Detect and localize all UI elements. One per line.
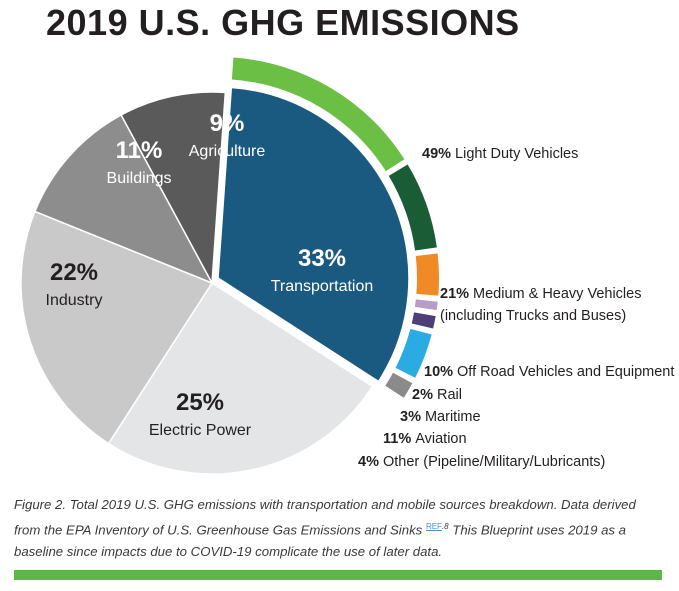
breakdown-pct: 10% [424, 364, 453, 380]
pie-pct-electric-power: 25% [176, 389, 224, 416]
ring-segment-maritime [411, 312, 436, 329]
ring-segment-rail [414, 299, 438, 311]
pie-slice-electric-power [107, 281, 374, 475]
figure-caption: Figure 2. Total 2019 U.S. GHG emissions … [14, 494, 664, 563]
transportation-breakdown-ring [231, 57, 440, 398]
breakdown-label-rail: 2% Rail [412, 387, 462, 403]
pie-label-electric-power: Electric Power [149, 422, 252, 439]
breakdown-label-other-pipeline-military-lubricants: 4% Other (Pipeline/Military/Lubricants) [358, 454, 605, 470]
pie-pct-buildings: 11% [116, 137, 163, 164]
ring-segment-medium-heavy-vehicles [388, 164, 437, 251]
breakdown-label-light-duty-vehicles: 49% Light Duty Vehicles [422, 146, 578, 162]
ring-segment-other-pipeline-military-lubricants [385, 372, 413, 398]
pie-slice-buildings [33, 113, 214, 285]
caption-text-continued: This Blueprint uses 2019 as a baseline s… [14, 522, 627, 560]
breakdown-sublabel-medium-heavy-vehicles: (including Trucks and Buses) [440, 308, 626, 324]
pie-label-transportation: Transportation [271, 278, 374, 295]
pie-pct-transportation: 33% [298, 245, 346, 272]
breakdown-label-medium-heavy-vehicles: 21% Medium & Heavy Vehicles [440, 286, 641, 302]
main-pie-labels: 33% Transportation 25% Electric Power 22% Ind… [46, 110, 374, 439]
breakdown-name: Light Duty Vehicles [455, 146, 578, 162]
pie-pct-agriculture: 9% [210, 110, 245, 137]
breakdown-label-off-road-vehicles-and-equipment: 10% Off Road Vehicles and Equipment [424, 364, 674, 380]
ring-segment-aviation [395, 328, 432, 378]
breakdown-name: Aviation [415, 431, 466, 447]
pie-slice-industry [20, 210, 214, 445]
breakdown-pct: 3% [400, 409, 421, 425]
page-title: 2019 U.S. GHG EMISSIONS [46, 2, 520, 43]
breakdown-pct: 21% [440, 286, 469, 302]
breakdown-name: Rail [437, 387, 462, 403]
pie-pct-industry: 22% [50, 259, 98, 286]
pie-label-industry: Industry [46, 292, 103, 309]
breakdown-name: Other (Pipeline/Military/Lubricants) [383, 454, 605, 470]
breakdown-name: Off Road Vehicles and Equipment [457, 364, 674, 380]
pie-slice-agriculture [120, 91, 227, 286]
pie-label-agriculture: Agriculture [189, 143, 266, 160]
breakdown-pct: 4% [358, 454, 379, 470]
main-pie [20, 86, 410, 475]
breakdown-pct: 11% [383, 431, 411, 447]
breakdown-pct: 49% [422, 146, 451, 162]
ring-segment-light-duty-vehicles [231, 57, 405, 172]
pie-slice-transportation [217, 86, 410, 383]
breakdown-pct: 2% [412, 387, 433, 403]
footnote-number: .8 [441, 522, 449, 531]
breakdown-labels: 49% Light Duty Vehicles 21% Medium & Heavy … [358, 146, 674, 470]
breakdown-label-maritime: 3% Maritime [400, 409, 481, 425]
ring-segment-off-road-vehicles-and-equipment [415, 253, 440, 296]
breakdown-name: Maritime [425, 409, 481, 425]
breakdown-label-aviation: 11% Aviation [383, 431, 467, 447]
caption-text: Figure 2. Total 2019 U.S. GHG emissions … [14, 497, 636, 538]
ref-link[interactable]: REF [425, 522, 442, 531]
bottom-accent-bar [14, 570, 662, 580]
breakdown-name: Medium & Heavy Vehicles [473, 286, 641, 302]
pie-label-buildings: Buildings [107, 170, 172, 187]
